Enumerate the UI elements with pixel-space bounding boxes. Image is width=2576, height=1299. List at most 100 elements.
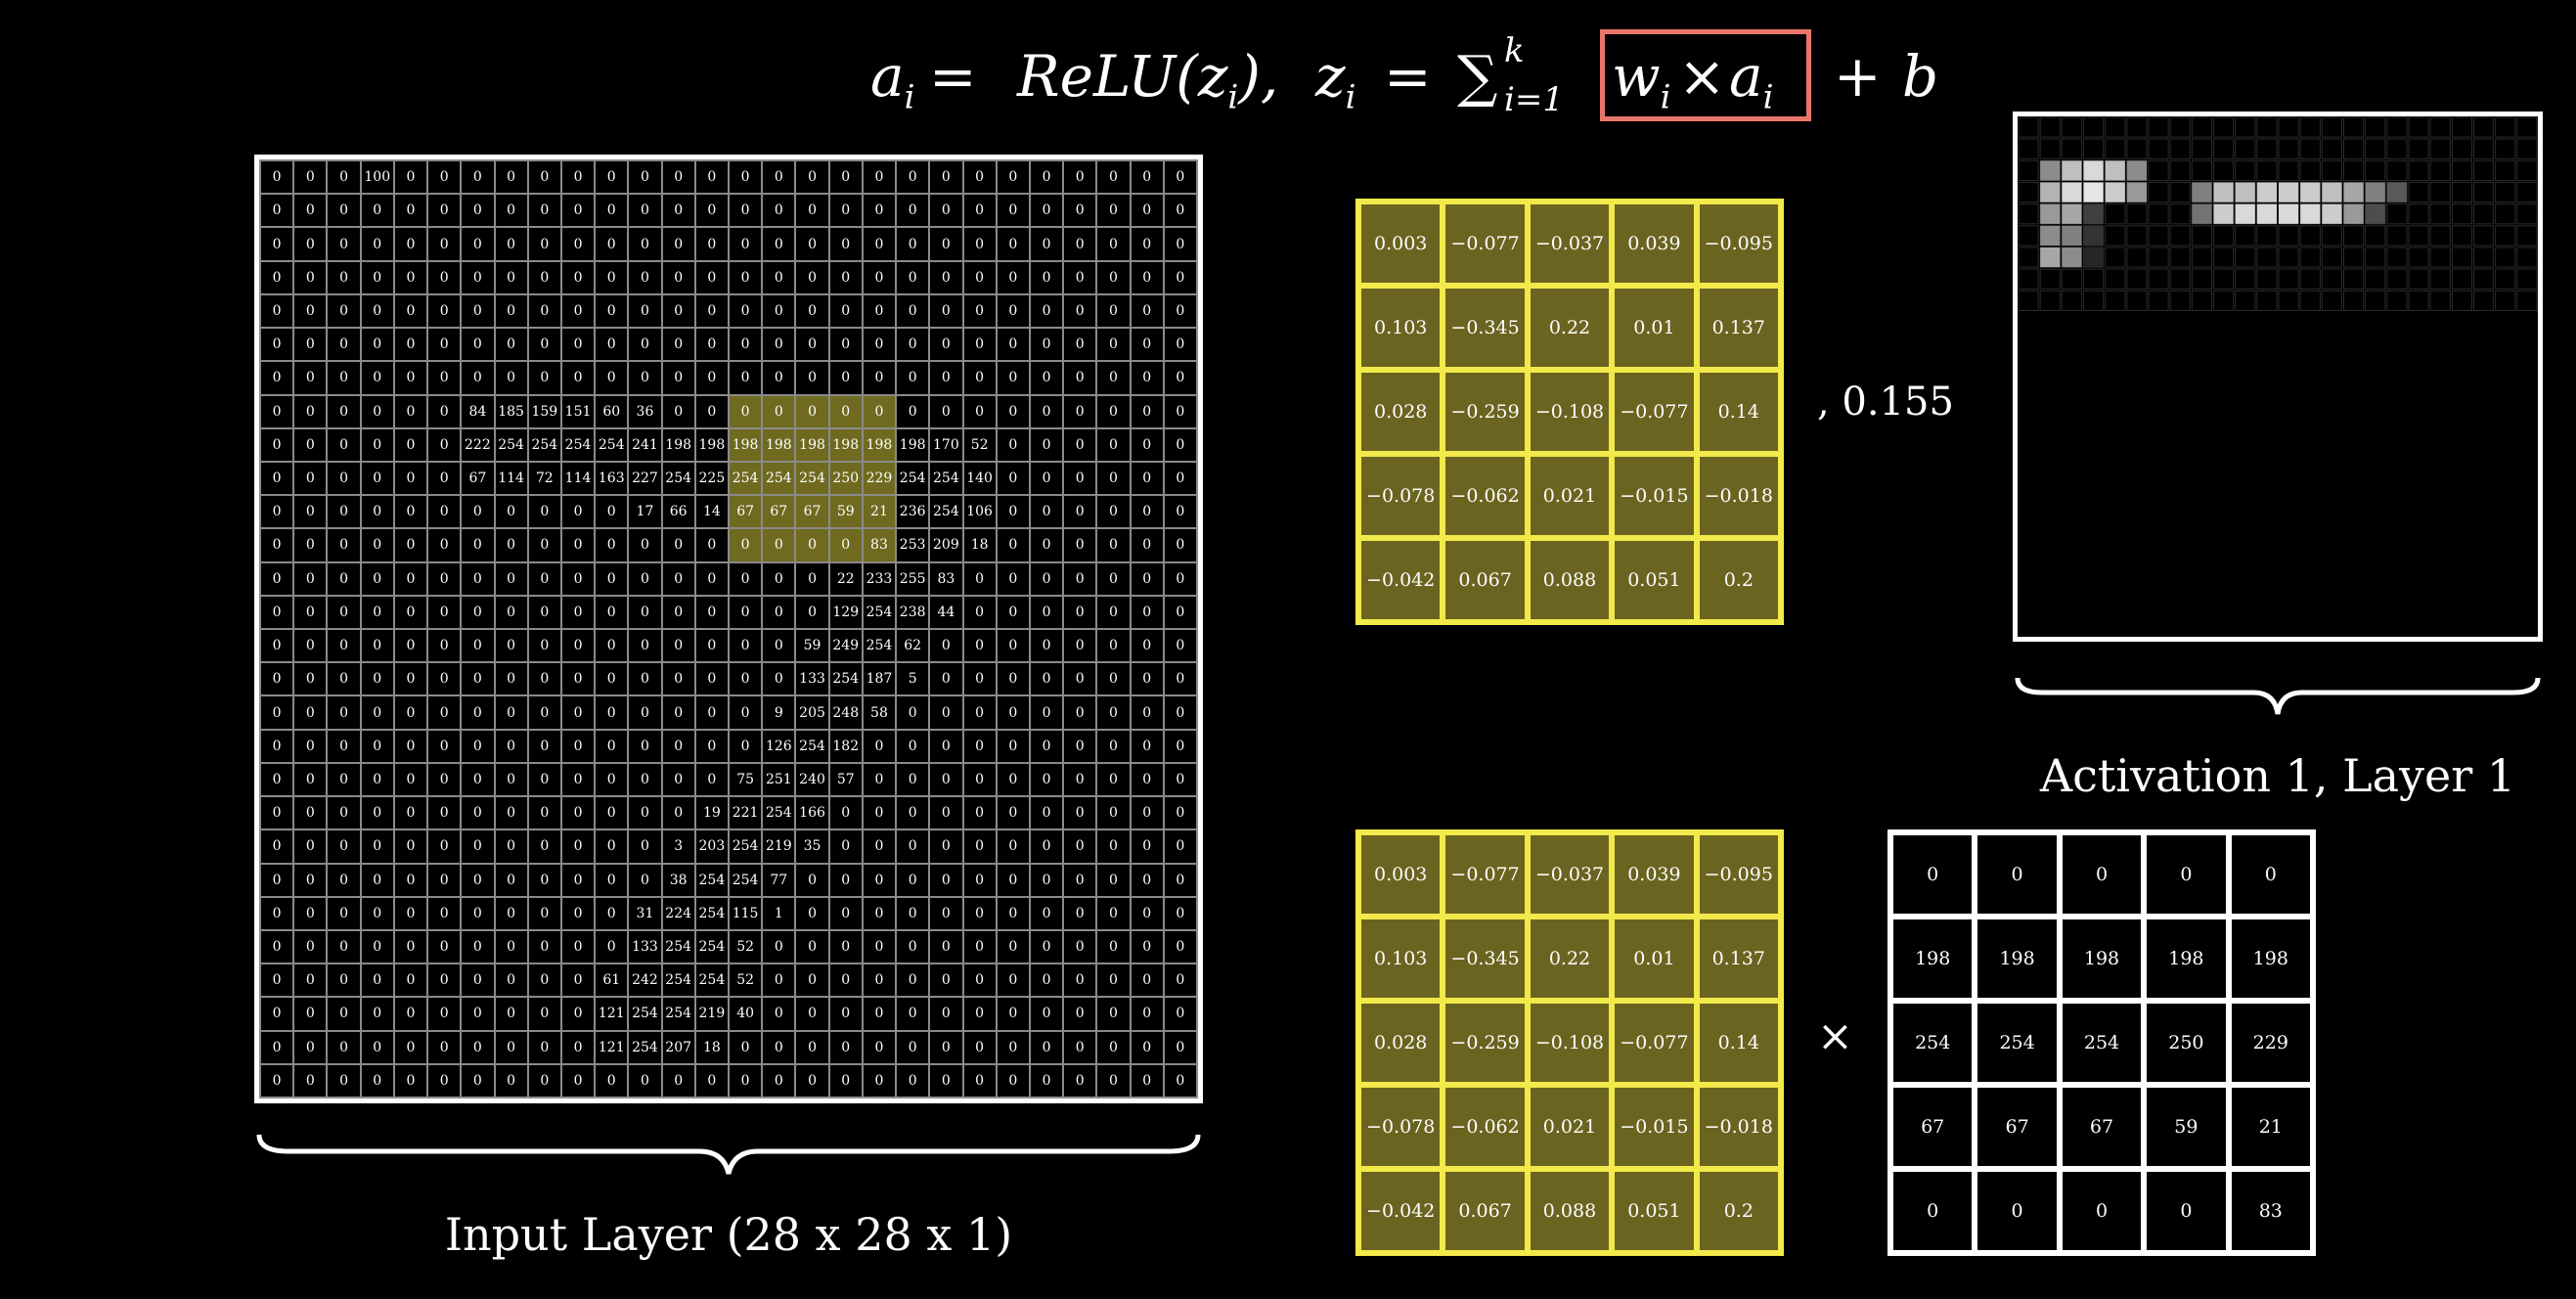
input-cell: 0 [462, 329, 494, 361]
input-cell: 0 [561, 294, 595, 328]
input-cell: 0 [261, 1031, 293, 1063]
input-cell: 0 [829, 797, 862, 829]
patch-cell: 0 [2062, 1172, 2142, 1250]
input-cell: 0 [829, 395, 862, 427]
input-cell: 0 [428, 964, 461, 997]
kernel-cell: −0.042 [1361, 1172, 1441, 1250]
input-cell: 0 [662, 329, 694, 361]
input-cell: 0 [261, 763, 293, 796]
input-cell: 0 [1064, 1064, 1096, 1097]
input-cell: 0 [1097, 797, 1130, 829]
input-cell: 0 [528, 830, 560, 863]
input-cell: 0 [462, 261, 494, 293]
input-cell: 0 [997, 428, 1029, 461]
input-cell: 126 [763, 730, 795, 762]
kernel-cell: 0.051 [1615, 1172, 1694, 1250]
input-cell: 0 [361, 897, 393, 929]
activation-map [2013, 112, 2543, 642]
activation-grid-cell [2473, 225, 2495, 246]
activation-grid-cell [2256, 290, 2278, 311]
activation-pixel [2192, 203, 2212, 224]
input-cell: 0 [1131, 395, 1163, 427]
activation-grid-cell [2429, 290, 2451, 311]
input-cell: 0 [294, 395, 327, 427]
activation-grid-cell [2408, 268, 2429, 290]
input-cell: 0 [294, 362, 327, 394]
activation-grid-cell [2235, 138, 2256, 159]
input-cell: 0 [394, 930, 427, 963]
input-cell: 0 [796, 294, 828, 328]
input-cell: 0 [495, 1064, 527, 1097]
input-cell: 0 [528, 797, 560, 829]
input-cell: 254 [495, 428, 527, 461]
input-cell: 0 [1097, 362, 1130, 394]
kernel-cell: 0.051 [1615, 541, 1694, 619]
input-cell: 0 [261, 696, 293, 729]
activation-pixel [2279, 182, 2299, 202]
kernel-cell: 0.003 [1361, 204, 1441, 283]
input-cell: 0 [428, 362, 461, 394]
activation-grid-cell [2256, 116, 2278, 138]
input-cell: 0 [462, 964, 494, 997]
input-cell: 0 [394, 496, 427, 528]
input-cell: 0 [428, 696, 461, 729]
input-cell: 0 [963, 696, 996, 729]
input-cell: 198 [863, 428, 896, 461]
input-cell: 0 [561, 195, 595, 227]
input-cell: 0 [1131, 1031, 1163, 1063]
input-cell: 241 [629, 428, 661, 461]
input-cell: 0 [261, 797, 293, 829]
input-cell: 254 [695, 897, 728, 929]
input-cell: 0 [863, 730, 896, 762]
formula-relu-close: ), [1238, 43, 1279, 110]
input-cell: 0 [863, 195, 896, 227]
patch-cell: 254 [2062, 1004, 2142, 1082]
input-cell: 0 [462, 998, 494, 1030]
input-cell: 0 [462, 763, 494, 796]
input-cell: 0 [863, 1064, 896, 1097]
input-cell: 254 [695, 930, 728, 963]
input-cell: 0 [662, 294, 694, 328]
activation-grid-cell [2213, 225, 2235, 246]
input-cell: 0 [394, 696, 427, 729]
input-cell: 0 [695, 261, 728, 293]
input-cell: 0 [763, 998, 795, 1030]
activation-grid-cell [2451, 203, 2473, 225]
input-cell: 0 [662, 763, 694, 796]
input-cell: 0 [695, 630, 728, 662]
input-cell: 22 [829, 562, 862, 595]
input-cell: 0 [1030, 897, 1063, 929]
input-cell: 0 [361, 964, 393, 997]
input-cell: 0 [1064, 897, 1096, 929]
input-cell: 0 [561, 496, 595, 528]
input-cell: 0 [1164, 294, 1196, 328]
input-cell: 0 [1064, 395, 1096, 427]
activation-grid-cell [2126, 290, 2148, 311]
kernel-cell: 0.088 [1530, 1172, 1610, 1250]
input-cell: 0 [763, 261, 795, 293]
input-cell: 0 [394, 462, 427, 495]
input-cell: 0 [763, 529, 795, 561]
input-cell: 0 [528, 630, 560, 662]
input-cell: 0 [462, 864, 494, 896]
input-cell: 236 [897, 496, 929, 528]
formula-plus: + [1834, 43, 1882, 110]
input-cell: 0 [963, 228, 996, 260]
input-cell: 0 [829, 1031, 862, 1063]
input-cell: 0 [528, 529, 560, 561]
input-cell: 0 [1064, 1031, 1096, 1063]
input-cell: 0 [763, 362, 795, 394]
formula-sub: i [1345, 77, 1356, 117]
input-cell: 0 [1164, 596, 1196, 628]
input-cell: 0 [629, 362, 661, 394]
input-cell: 0 [1097, 195, 1130, 227]
input-cell: 0 [997, 797, 1029, 829]
input-cell: 0 [561, 730, 595, 762]
input-cell: 0 [930, 730, 962, 762]
kernel-cell: 0.14 [1699, 373, 1778, 451]
activation-grid-cell [2235, 268, 2256, 290]
input-cell: 0 [361, 395, 393, 427]
multiply-symbol: × [1817, 1011, 1853, 1061]
input-cell: 203 [695, 830, 728, 863]
input-cell: 0 [561, 362, 595, 394]
